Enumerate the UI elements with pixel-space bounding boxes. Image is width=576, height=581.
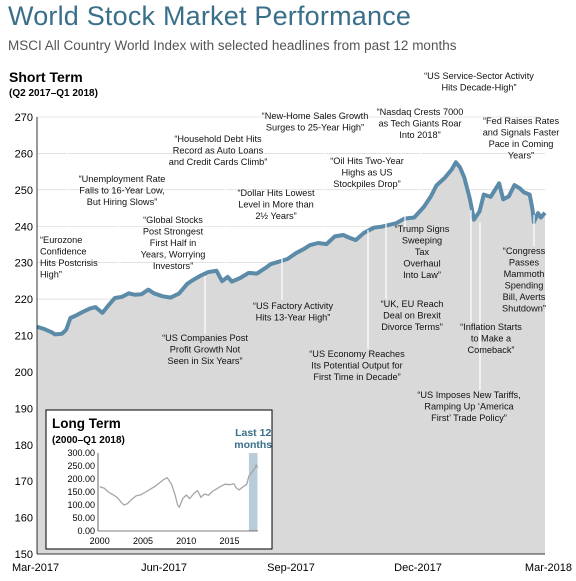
y-tick-label: 240 [15,221,33,233]
long-term-x-tick: 2000 [90,536,110,546]
long-term-y-tick: 200.00 [67,474,95,484]
y-tick-label: 210 [15,331,33,343]
headline-annotation: “Inflation Starts to Make a Comeback” [460,322,522,355]
y-tick-label: 250 [15,185,33,197]
y-tick-label: 190 [15,403,33,415]
short-term-period: (Q2 2017–Q1 2018) [9,88,98,99]
headline-annotation: “Global Stocks Post Strongest First Half i… [141,215,206,271]
headline-annotation: “Nasdaq Crests 7000 as Tech Giants Roar In… [377,107,464,140]
y-tick-label: 230 [15,258,33,270]
y-tick-label: 220 [15,294,33,306]
headline-annotation: “Oil Hits Two-Year Highs as US Stockpiles … [330,156,404,189]
headline-annotation: “New-Home Sales Growth Surges to 25-Year … [262,111,369,133]
headline-annotation: “Eurozone Confidence Hits Postcrisis High” [40,235,98,280]
y-tick-label: 150 [15,549,33,561]
x-tick-label: Sep-2017 [267,562,315,574]
long-term-y-tick: 50.00 [72,513,95,523]
x-tick-label: Jun-2017 [141,562,187,574]
long-term-x-tick: 2010 [176,536,196,546]
long-term-title: Long Term [52,416,121,431]
headline-annotation: “Fed Raises Rates and Signals Faster Pace … [483,116,560,161]
headline-annotation: “US Service-Sector Activity Hits Decade-H… [424,71,534,93]
long-term-inset: Long Term (2000–Q1 2018) Last 12 months 3… [45,409,273,550]
y-tick-label: 180 [15,440,33,452]
long-term-y-tick: 0.00 [77,526,95,536]
headline-annotation: “Unemployment Rate Falls to 16-Year Low, B… [79,174,166,207]
long-term-x-tick: 2005 [133,536,153,546]
page-title: World Stock Market Performance [8,1,412,31]
long-term-x-tick: 2015 [219,536,239,546]
headline-annotation: “Dollar Hits Lowest Level in More than 2½ … [237,188,315,221]
long-term-period: (2000–Q1 2018) [52,435,125,446]
long-term-y-tick: 150.00 [67,487,95,497]
headline-annotation: “Congress Passes Mammoth Spending Bill, Aver… [502,246,546,314]
long-term-y-tick: 300.00 [67,448,95,458]
long-term-box [45,409,273,550]
short-term-title: Short Term [9,69,83,85]
x-tick-label: Mar-2017 [12,562,59,574]
long-term-y-tick: 100.00 [67,500,95,510]
x-tick-label: Dec-2017 [394,562,442,574]
last-12-months-label: Last 12 months [234,427,272,451]
y-tick-label: 260 [15,148,33,160]
last-12-months-highlight [248,453,258,531]
long-term-line [99,462,259,509]
headline-annotation: “US Economy Reaches Its Potential Output … [309,349,405,382]
long-term-y-tick: 250.00 [67,461,95,471]
x-tick-label: Mar-2018 [525,562,572,574]
headline-annotation: “Household Debt Hits Record as Auto Loans… [169,134,268,167]
headline-annotation: “US Imposes New Tariffs, Ramping Up ‘Amer… [417,390,520,423]
headline-annotation: “UK, EU Reach Deal on Brexit Divorce Terms… [381,299,444,332]
y-tick-label: 200 [15,367,33,379]
short-term-line [36,160,547,337]
page-subtitle: MSCI All Country World Index with select… [8,38,457,53]
y-tick-label: 160 [15,513,33,525]
headline-annotation: “US Factory Activity Hits 13-Year High” [253,301,334,323]
y-tick-label: 170 [15,476,33,488]
y-tick-label: 270 [15,112,33,124]
headline-annotation: “US Companies Post Profit Growth Not Seen … [162,333,248,366]
headline-annotation: “Trump Signs Sweeping Tax Overhaul Into Law” [395,224,450,280]
